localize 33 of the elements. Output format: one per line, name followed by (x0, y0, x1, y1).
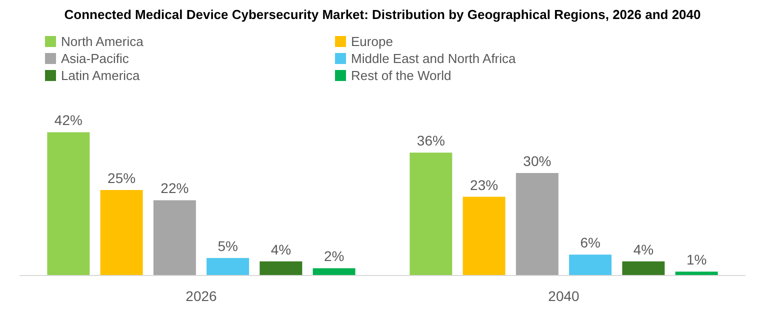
data-label: 5% (218, 238, 238, 254)
legend-label: North America (61, 34, 144, 49)
x-tick-label: 2026 (186, 288, 218, 304)
data-label: 36% (416, 132, 445, 149)
bar (675, 272, 718, 275)
data-label: 22% (160, 180, 189, 196)
bar (153, 200, 196, 275)
bar (100, 190, 143, 275)
data-label: 30% (523, 153, 552, 169)
data-label: 42% (54, 112, 82, 128)
bar (569, 254, 612, 275)
legend-label: Middle East and North Africa (351, 51, 517, 66)
bar (622, 261, 665, 275)
data-label: 25% (108, 170, 136, 186)
data-label: 23% (470, 176, 498, 193)
bar (206, 258, 250, 275)
chart-title: Connected Medical Device Cybersecurity Market: Distribution by Geographical Regions, 2026 and 2040 (64, 7, 701, 22)
bar (260, 261, 302, 275)
data-label: 4% (270, 241, 292, 258)
bar (516, 173, 558, 275)
data-label: 6% (580, 234, 600, 251)
legend-label: Rest of the World (351, 68, 452, 83)
data-label: 4% (633, 241, 654, 258)
legend-label: Europe (351, 34, 393, 49)
legend-label: Latin America (61, 68, 141, 83)
bar (462, 196, 506, 275)
x-tick-label: 2040 (548, 288, 580, 304)
bar (410, 152, 452, 275)
bar (47, 132, 90, 275)
bar (312, 268, 356, 275)
data-label: 1% (686, 252, 707, 268)
legend-label: Asia-Pacific (61, 51, 130, 66)
data-label: 2% (324, 248, 344, 264)
